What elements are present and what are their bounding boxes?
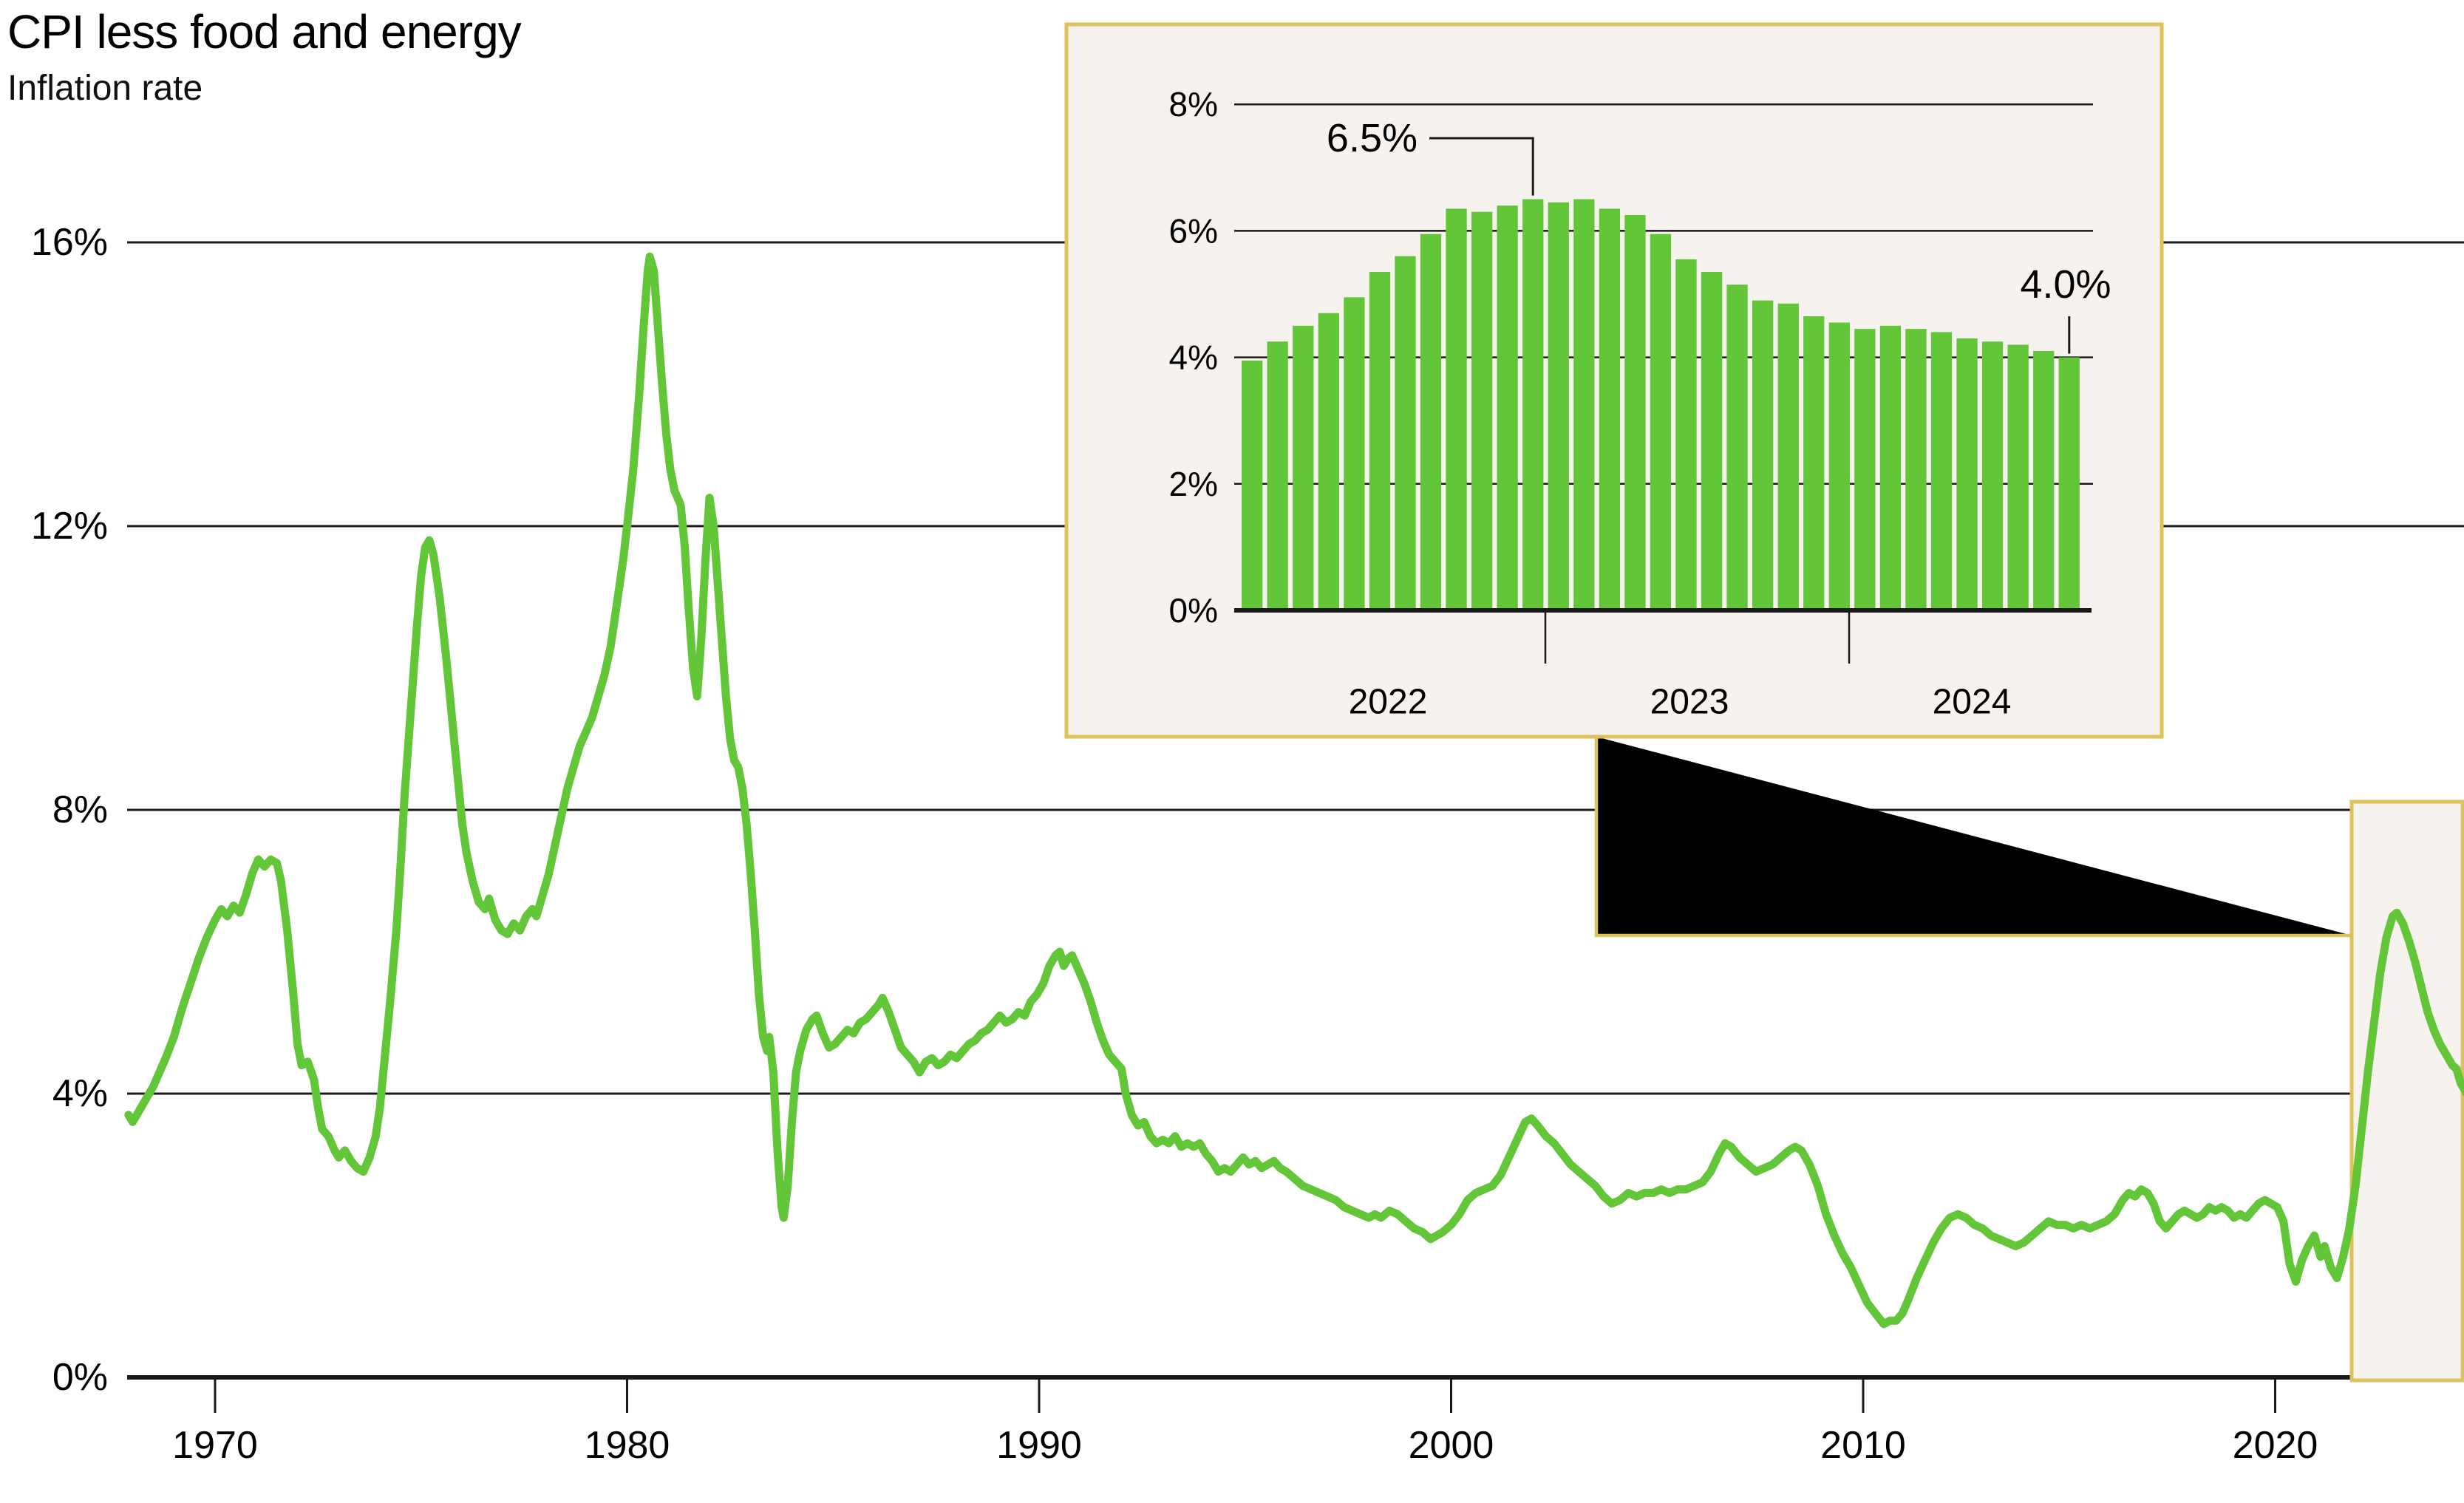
inset-bar-Feb-2024 [1879,325,1902,610]
x-axis-label-1970: 1970 [172,1424,258,1467]
inset-bar-Jan-2023 [1548,202,1569,610]
y-axis-label-16: 16% [31,221,108,264]
x-axis-label-2010: 2010 [1820,1424,1906,1467]
inset-bar-Aug-2022 [1420,234,1442,610]
inset-bar-Sep-2022 [1446,208,1467,610]
inset-bar-May-2024 [1956,338,1978,610]
inset-y-label-8: 8% [1169,85,1218,123]
y-axis-label-4: 4% [52,1072,108,1115]
inset-bar-Aug-2024 [2033,351,2055,610]
inset-bar-Jul-2022 [1395,256,1416,610]
inset-bar-Oct-2023 [1777,303,1799,610]
inset-bar-Jun-2023 [1675,259,1697,610]
main-x-axis-labels: 1970 1980 1990 2000 2010 2020 [172,1424,2318,1467]
inset-bar-Apr-2022 [1318,313,1339,610]
x-axis-label-2020: 2020 [2233,1424,2318,1467]
main-y-axis-labels: 16% 12% 8% 4% 0% [31,221,108,1399]
inset-bar-Aug-2023 [1726,284,1748,610]
latest-annotation-label: 4.0% [2020,262,2111,307]
inset-bars [1242,199,2080,611]
inset-bar-Jul-2024 [2007,344,2029,610]
inset-bar-May-2023 [1650,234,1672,610]
inset-y-label-2: 2% [1169,465,1218,503]
inset-x-ticks [1544,613,1851,664]
inset-bar-Dec-2023 [1828,322,1850,610]
x-axis-label-1990: 1990 [996,1424,1082,1467]
inset-year-label-2023: 2023 [1650,683,1729,722]
inset-bar-Jan-2022 [1242,360,1263,610]
inset-bar-Nov-2022 [1497,205,1518,610]
inset-bar-Jun-2022 [1369,272,1391,610]
inset-y-label-4: 4% [1169,338,1218,377]
x-axis-label-1980: 1980 [585,1424,670,1467]
inset-connector-line [1594,737,2352,938]
inset-bar-Sep-2023 [1752,300,1774,610]
inset-bar-Nov-2023 [1803,316,1825,610]
inset-bar-Feb-2022 [1267,341,1288,610]
x-axis-label-2000: 2000 [1409,1424,1494,1467]
inset-bar-May-2022 [1344,297,1365,610]
cpi-line-series [124,252,2464,1329]
inset-bar-Feb-2023 [1573,199,1595,611]
inset-year-label-2024: 2024 [1933,683,2012,722]
inset-bar-Dec-2022 [1522,199,1544,611]
inset-y-axis-labels: 8% 6% 4% 2% 0% [1169,85,1218,630]
inset-x-axis-labels: 2022 2023 2024 [1349,683,2012,722]
inset-bar-Jul-2023 [1701,272,1723,610]
inset-bar-Jan-2024 [1854,329,1876,610]
peak-annotation: 6.5% [1327,116,1534,196]
latest-annotation: 4.0% [2020,262,2111,354]
inset-bar-Mar-2022 [1293,325,1314,610]
inset-bar-Jun-2024 [1981,341,2004,610]
inset-y-label-6: 6% [1169,211,1218,250]
inset-bar-Oct-2022 [1471,211,1493,610]
inset-bar-Sep-2024 [2058,357,2080,610]
page-title: CPI less food and energy [7,5,522,58]
peak-annotation-label: 6.5% [1327,116,1418,160]
main-x-ticks [214,1377,2276,1413]
inset-bar-Apr-2024 [1930,332,1953,610]
y-axis-label-8: 8% [52,788,108,831]
y-axis-label-12: 12% [31,505,108,548]
inset-y-label-0: 0% [1169,591,1218,630]
inset-year-label-2022: 2022 [1349,683,1428,722]
highlight-box [2349,800,2464,1383]
inset-bar-Mar-2024 [1905,329,1927,610]
peak-annotation-line [1429,137,1534,196]
y-axis-label-0: 0% [52,1356,108,1399]
inset-bar-Mar-2023 [1599,208,1620,610]
page-subtitle: Inflation rate [7,69,203,108]
inset-bar-Apr-2023 [1624,215,1646,610]
